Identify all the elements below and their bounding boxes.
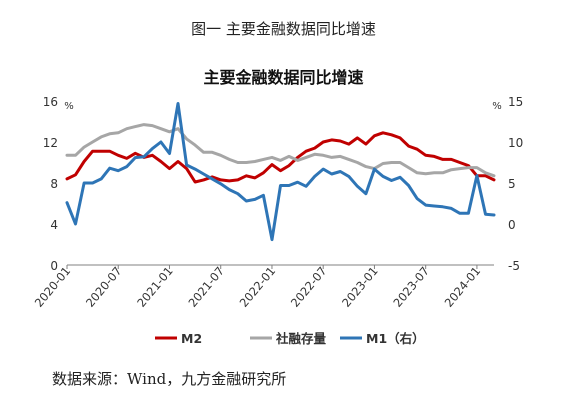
left-axis-unit: % bbox=[64, 101, 74, 112]
x-axis-tick-label: 2024-01 bbox=[442, 264, 484, 310]
right-axis-tick-label: 15 bbox=[508, 95, 523, 109]
legend-label-2: 社融存量 bbox=[275, 331, 327, 346]
x-axis-tick-label: 2021-01 bbox=[134, 264, 176, 310]
series-line-2 bbox=[65, 123, 496, 178]
x-axis-tick-label: 2022-07 bbox=[288, 264, 330, 310]
left-axis-tick-label: 8 bbox=[50, 177, 58, 191]
right-axis-tick-label: 5 bbox=[508, 177, 516, 191]
right-axis-unit: % bbox=[492, 101, 502, 112]
figure-caption: 图一 主要金融数据同比增速 bbox=[191, 20, 376, 38]
x-axis-tick-label: 2023-07 bbox=[390, 264, 432, 310]
left-axis-tick-label: 0 bbox=[50, 259, 58, 273]
x-axis-tick-label: 2022-01 bbox=[237, 264, 279, 310]
source-note: 数据来源：Wind，九方金融研究所 bbox=[52, 370, 287, 388]
left-axis-tick-label: 12 bbox=[43, 136, 58, 150]
right-axis-tick-label: 0 bbox=[508, 218, 516, 232]
x-axis-tick-label: 2023-01 bbox=[339, 264, 381, 310]
left-axis-tick-label: 16 bbox=[43, 95, 58, 109]
chart-legend: M2 社融存量 M1（右） bbox=[155, 331, 425, 346]
series-line-1 bbox=[65, 131, 496, 184]
legend-label-3: M1（右） bbox=[366, 331, 425, 346]
chart-title: 主要金融数据同比增速 bbox=[203, 68, 364, 87]
left-axis-tick-label: 4 bbox=[50, 218, 58, 232]
right-axis-tick-label: -5 bbox=[508, 259, 520, 273]
series-line-3 bbox=[65, 102, 496, 242]
right-axis-tick-label: 10 bbox=[508, 136, 523, 150]
x-axis-tick-label: 2020-07 bbox=[83, 264, 125, 310]
legend-label-1: M2 bbox=[181, 331, 202, 346]
x-axis-tick-label: 2021-07 bbox=[185, 264, 227, 310]
chart-series-lines bbox=[65, 102, 496, 242]
